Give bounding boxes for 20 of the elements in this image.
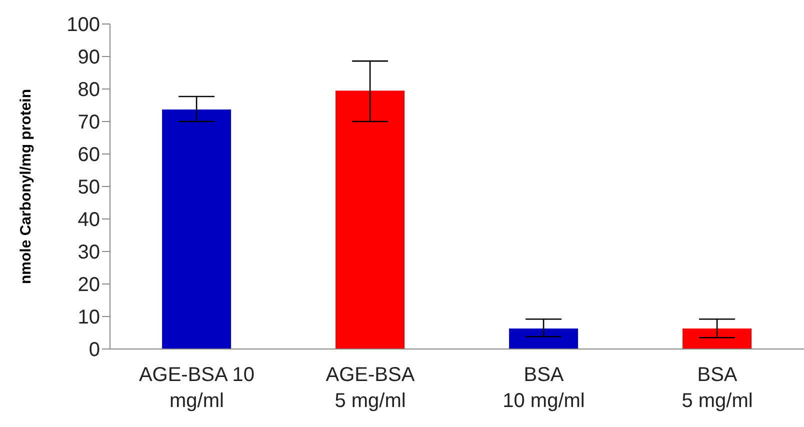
y-tick-label: 70 [78, 112, 100, 134]
y-tick-label: 30 [78, 242, 100, 264]
y-axis-title: nmole Carbonyl/mg protein [17, 88, 34, 284]
y-tick-label: 20 [78, 274, 100, 296]
y-tick-label: 10 [78, 306, 100, 329]
bar [509, 328, 578, 349]
y-tick-label: 90 [78, 46, 100, 69]
bar [682, 328, 752, 349]
y-tick-label: 80 [78, 79, 100, 102]
y-tick-label: 0 [88, 339, 100, 362]
x-tick-label: AGE-BSA 10 mg/ml [138, 364, 255, 412]
bar [162, 109, 232, 349]
x-tick-label: AGE-BSA 5 mg/ml [326, 364, 416, 412]
y-tick-label: 60 [78, 144, 100, 166]
bar [336, 90, 405, 349]
y-tick-label: 50 [78, 176, 100, 199]
x-tick-label: BSA 10 mg/ml [502, 364, 585, 412]
y-tick-label: 100 [66, 14, 100, 36]
y-tick-label: 40 [78, 209, 100, 232]
x-tick-label: BSA 5 mg/ml [682, 364, 753, 412]
